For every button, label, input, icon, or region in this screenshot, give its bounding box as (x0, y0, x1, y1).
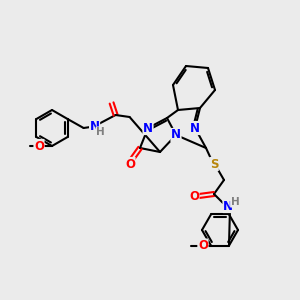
Text: H: H (231, 197, 239, 207)
Text: O: O (198, 239, 208, 252)
Text: N: N (90, 119, 100, 133)
Text: S: S (210, 158, 218, 170)
Text: O: O (34, 140, 44, 152)
Text: O: O (125, 158, 135, 170)
Text: N: N (143, 122, 153, 134)
Text: N: N (190, 122, 200, 134)
Text: O: O (189, 190, 199, 202)
Text: N: N (171, 128, 181, 142)
Text: N: N (223, 200, 233, 212)
Text: H: H (96, 127, 105, 137)
